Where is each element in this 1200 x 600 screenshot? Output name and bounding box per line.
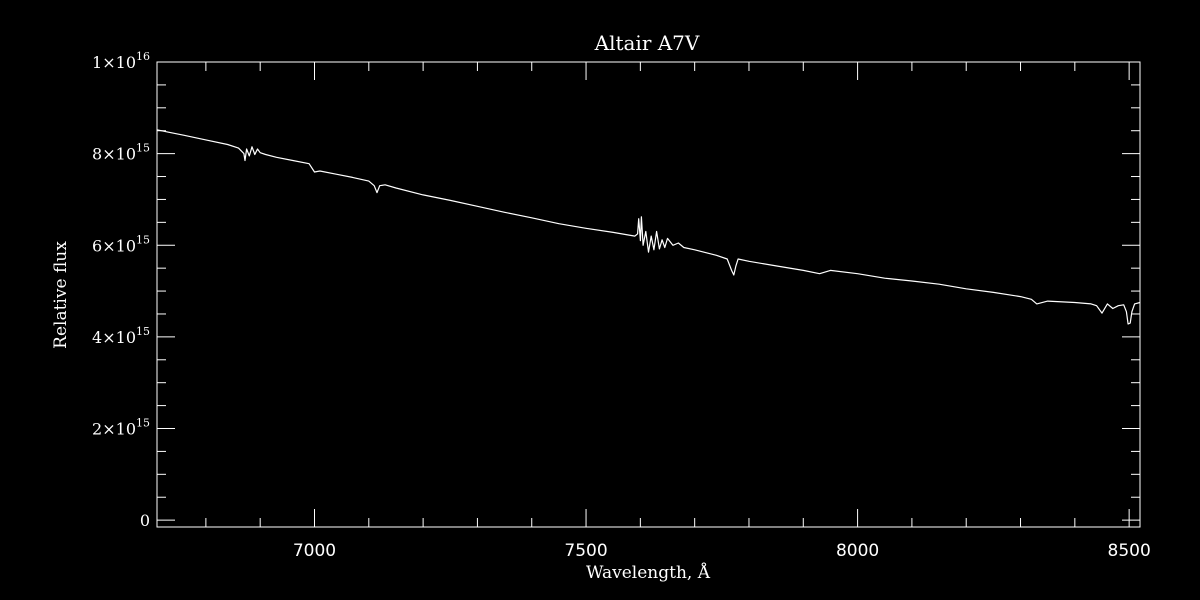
x-tick-label: 7000	[293, 541, 336, 561]
y-tick-label: 2×1015	[92, 417, 150, 439]
y-tick-label: 4×1015	[92, 325, 150, 347]
x-tick-label: 7500	[564, 541, 607, 561]
y-tick-label: 1×1016	[92, 50, 150, 72]
y-axis-label: Relative flux	[51, 241, 71, 349]
x-tick-label: 8000	[836, 541, 879, 561]
chart-title: Altair A7V	[594, 31, 700, 55]
y-axis-ticks	[157, 61, 1140, 521]
series-line-spectrum	[156, 129, 1141, 325]
y-tick-label: 8×1015	[92, 142, 150, 164]
plot-frame	[156, 61, 1141, 528]
y-tick-label: 6×1015	[92, 233, 150, 255]
x-tick-label: 8500	[1108, 541, 1151, 561]
x-axis-ticks	[205, 62, 1130, 527]
y-axis-tick-labels: 0 2×1015 4×1015 6×1015 8×1015 1×1016	[92, 50, 150, 530]
y-tick-label: 0	[140, 511, 150, 530]
x-axis-label: Wavelength, Å	[586, 562, 711, 583]
x-axis-tick-labels: 7000 7500 8000 8500	[293, 541, 1151, 561]
